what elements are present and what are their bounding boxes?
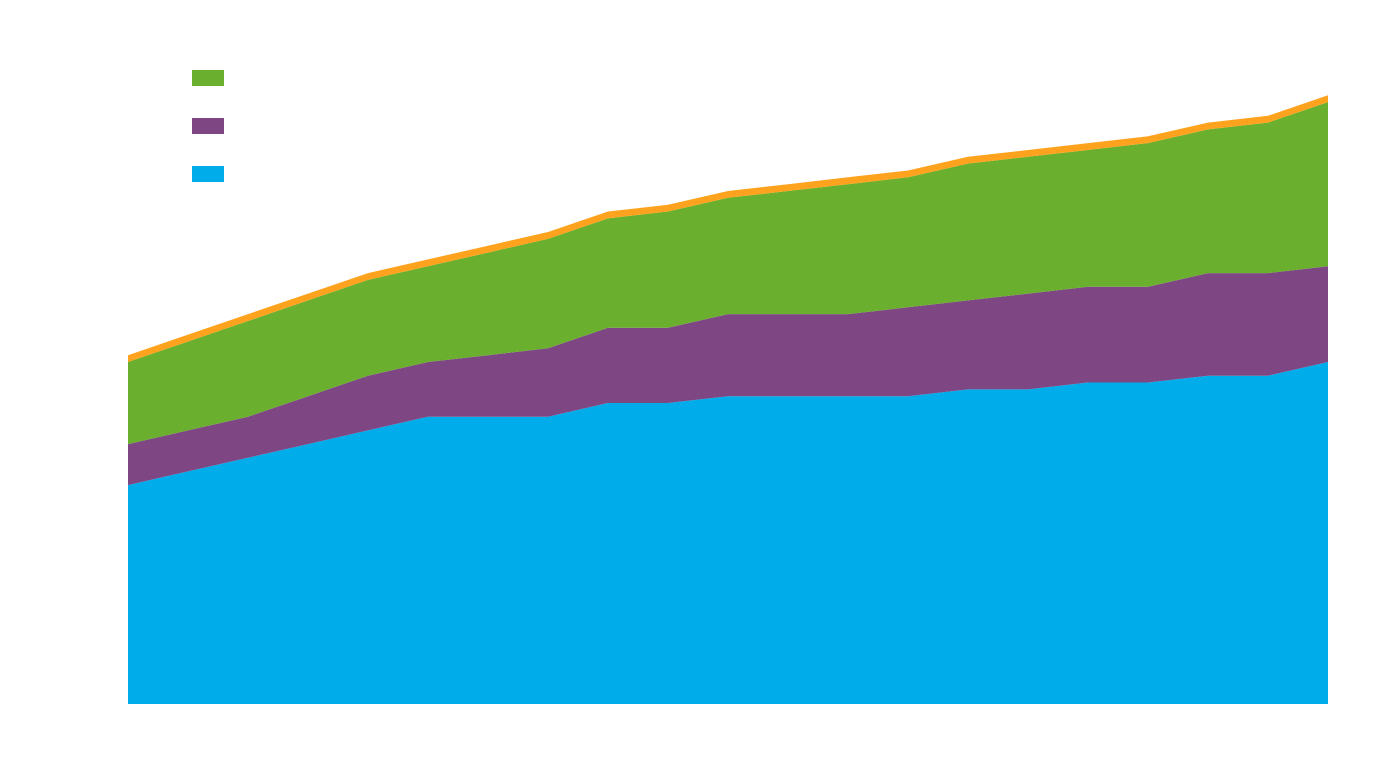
legend-item-1[interactable] <box>192 54 238 102</box>
area-series-3 <box>128 102 1328 445</box>
legend-swatch-1 <box>192 70 224 86</box>
legend-swatch-3 <box>192 166 224 182</box>
area-series-2 <box>128 266 1328 486</box>
legend <box>192 54 238 198</box>
area-series-1 <box>128 362 1328 704</box>
legend-item-2[interactable] <box>192 102 238 150</box>
areas-layer <box>128 95 1328 704</box>
legend-swatch-2 <box>192 118 224 134</box>
legend-item-3[interactable] <box>192 150 238 198</box>
